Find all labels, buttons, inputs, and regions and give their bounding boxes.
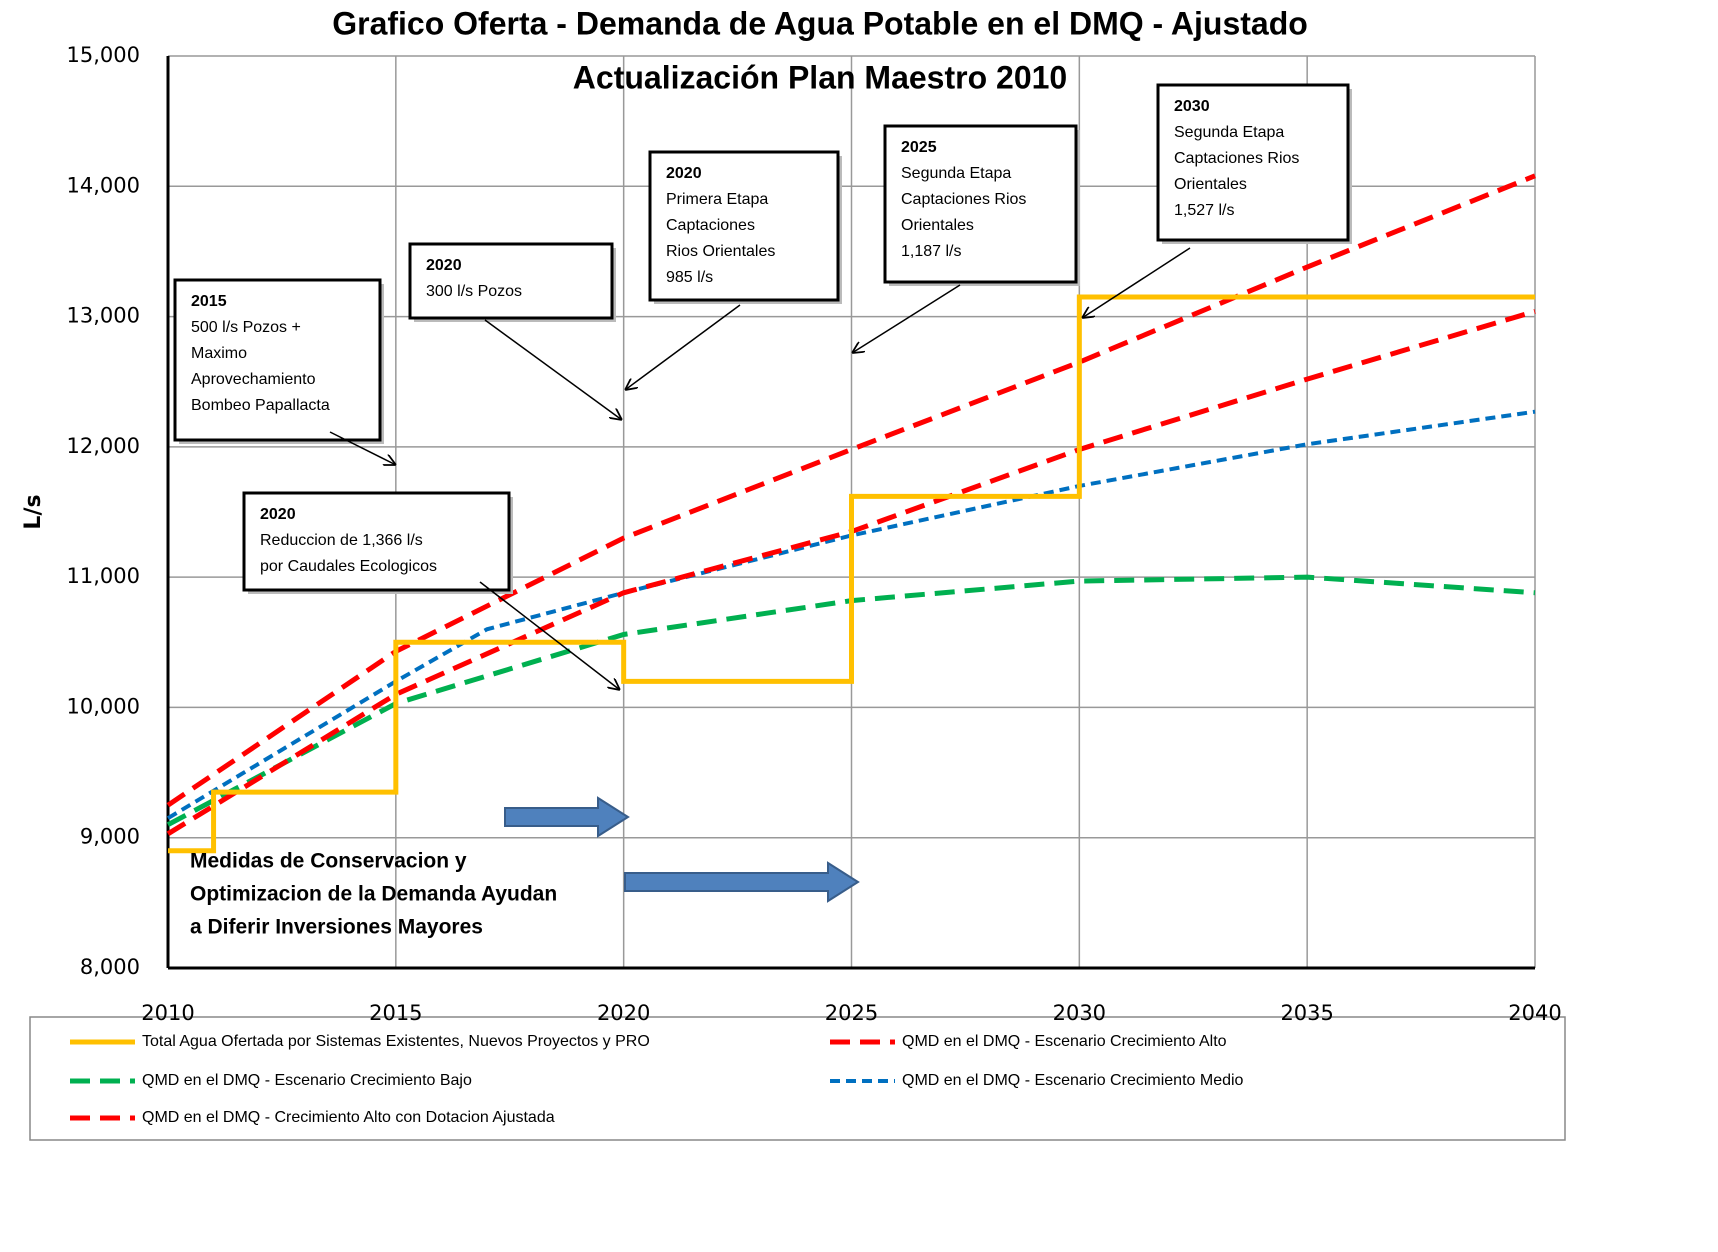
annotation-text: Bombeo Papallacta [191,397,330,414]
annotation-box [173,278,382,442]
annotation-text: Captaciones Rios [901,191,1026,208]
annotation-text: 500 l/s Pozos + [191,319,301,336]
legend-label: QMD en el DMQ - Crecimiento Alto con Dot… [142,1109,555,1126]
annotation-text: Aprovechamiento [191,371,316,388]
grid [166,55,1536,970]
y-tick-label: 10,000 [67,694,140,718]
annotation-text: 2020 [666,165,702,182]
note-text: Medidas de Conservacion y [190,850,467,873]
annotation-text: 2020 [260,506,296,523]
annotations: 2015 500 l/s Pozos + Maximo Aprovechamiento… [173,83,1352,690]
legend-label: Total Agua Ofertada por Sistemas Existen… [142,1033,650,1050]
y-tick-label: 14,000 [67,173,140,197]
annotation-arrow [1082,247,1191,318]
note-text: Optimizacion de la Demanda Ayudan [190,883,557,906]
annotation-text: Captaciones Rios [1174,150,1299,167]
annotation-text: Segunda Etapa [1174,124,1284,141]
annotation-box [1156,83,1350,242]
annotation-arrow [625,304,741,390]
annotation-text: Segunda Etapa [901,165,1011,182]
x-tick-label: 2040 [1508,1001,1561,1025]
annotation-arrow [329,431,396,465]
annotation-text: Maximo [191,345,247,362]
arrow [504,796,630,838]
annotation-text: Rios Orientales [666,243,775,260]
legend [29,1016,1566,1141]
annotation-text: Orientales [901,217,974,234]
annotation-text: Orientales [1174,176,1247,193]
y-tick-label: 11,000 [67,564,140,588]
legend-label: QMD en el DMQ - Escenario Crecimiento Ba… [142,1072,472,1089]
arrow [624,861,860,903]
legend-label: QMD en el DMQ - Escenario Crecimiento Me… [902,1072,1244,1089]
chart-title: Grafico Oferta - Demanda de Agua Potable… [332,5,1308,41]
x-tick-label: 2030 [1053,1001,1106,1025]
y-tick-label: 15,000 [67,43,140,67]
annotation-text: 2025 [901,139,937,156]
x-tick-label: 2020 [597,1001,650,1025]
x-tick-label: 2035 [1280,1001,1333,1025]
annotation-text: Reduccion de 1,366 l/s [260,532,423,549]
annotation-text: Captaciones [666,217,755,234]
annotation-text: 2030 [1174,98,1210,115]
x-tick-label: 2025 [825,1001,878,1025]
note-text: a Diferir Inversiones Mayores [190,916,483,939]
y-tick-label: 8,000 [80,955,140,979]
annotation-box [648,150,840,302]
annotation-box [883,124,1078,284]
y-tick-label: 9,000 [80,825,140,849]
annotation-text: Primera Etapa [666,191,768,208]
y-axis-label: L/s [21,494,46,529]
legend-label: QMD en el DMQ - Escenario Crecimiento Al… [902,1033,1227,1050]
y-tick-label: 13,000 [67,304,140,328]
x-tick-label: 2010 [141,1001,194,1025]
x-tick-label: 2015 [369,1001,422,1025]
series-line [168,294,1535,854]
annotation-text: 1,187 l/s [901,243,961,260]
y-tick-label: 12,000 [67,434,140,458]
annotation-text: 300 l/s Pozos [426,283,522,300]
chart-subtitle: Actualización Plan Maestro 2010 [573,59,1067,95]
series-lines [166,173,1536,854]
annotation-box [242,491,511,592]
annotation-arrow [484,319,622,420]
annotation-arrow [479,581,620,690]
annotation-arrow [852,284,961,353]
annotation-text: por Caudales Ecologicos [260,558,437,575]
annotation-text: 2020 [426,257,462,274]
annotation-text: 1,527 l/s [1174,202,1234,219]
annotation-text: 985 l/s [666,269,713,286]
annotation-box [408,242,614,320]
annotation-text: 2015 [191,293,227,310]
